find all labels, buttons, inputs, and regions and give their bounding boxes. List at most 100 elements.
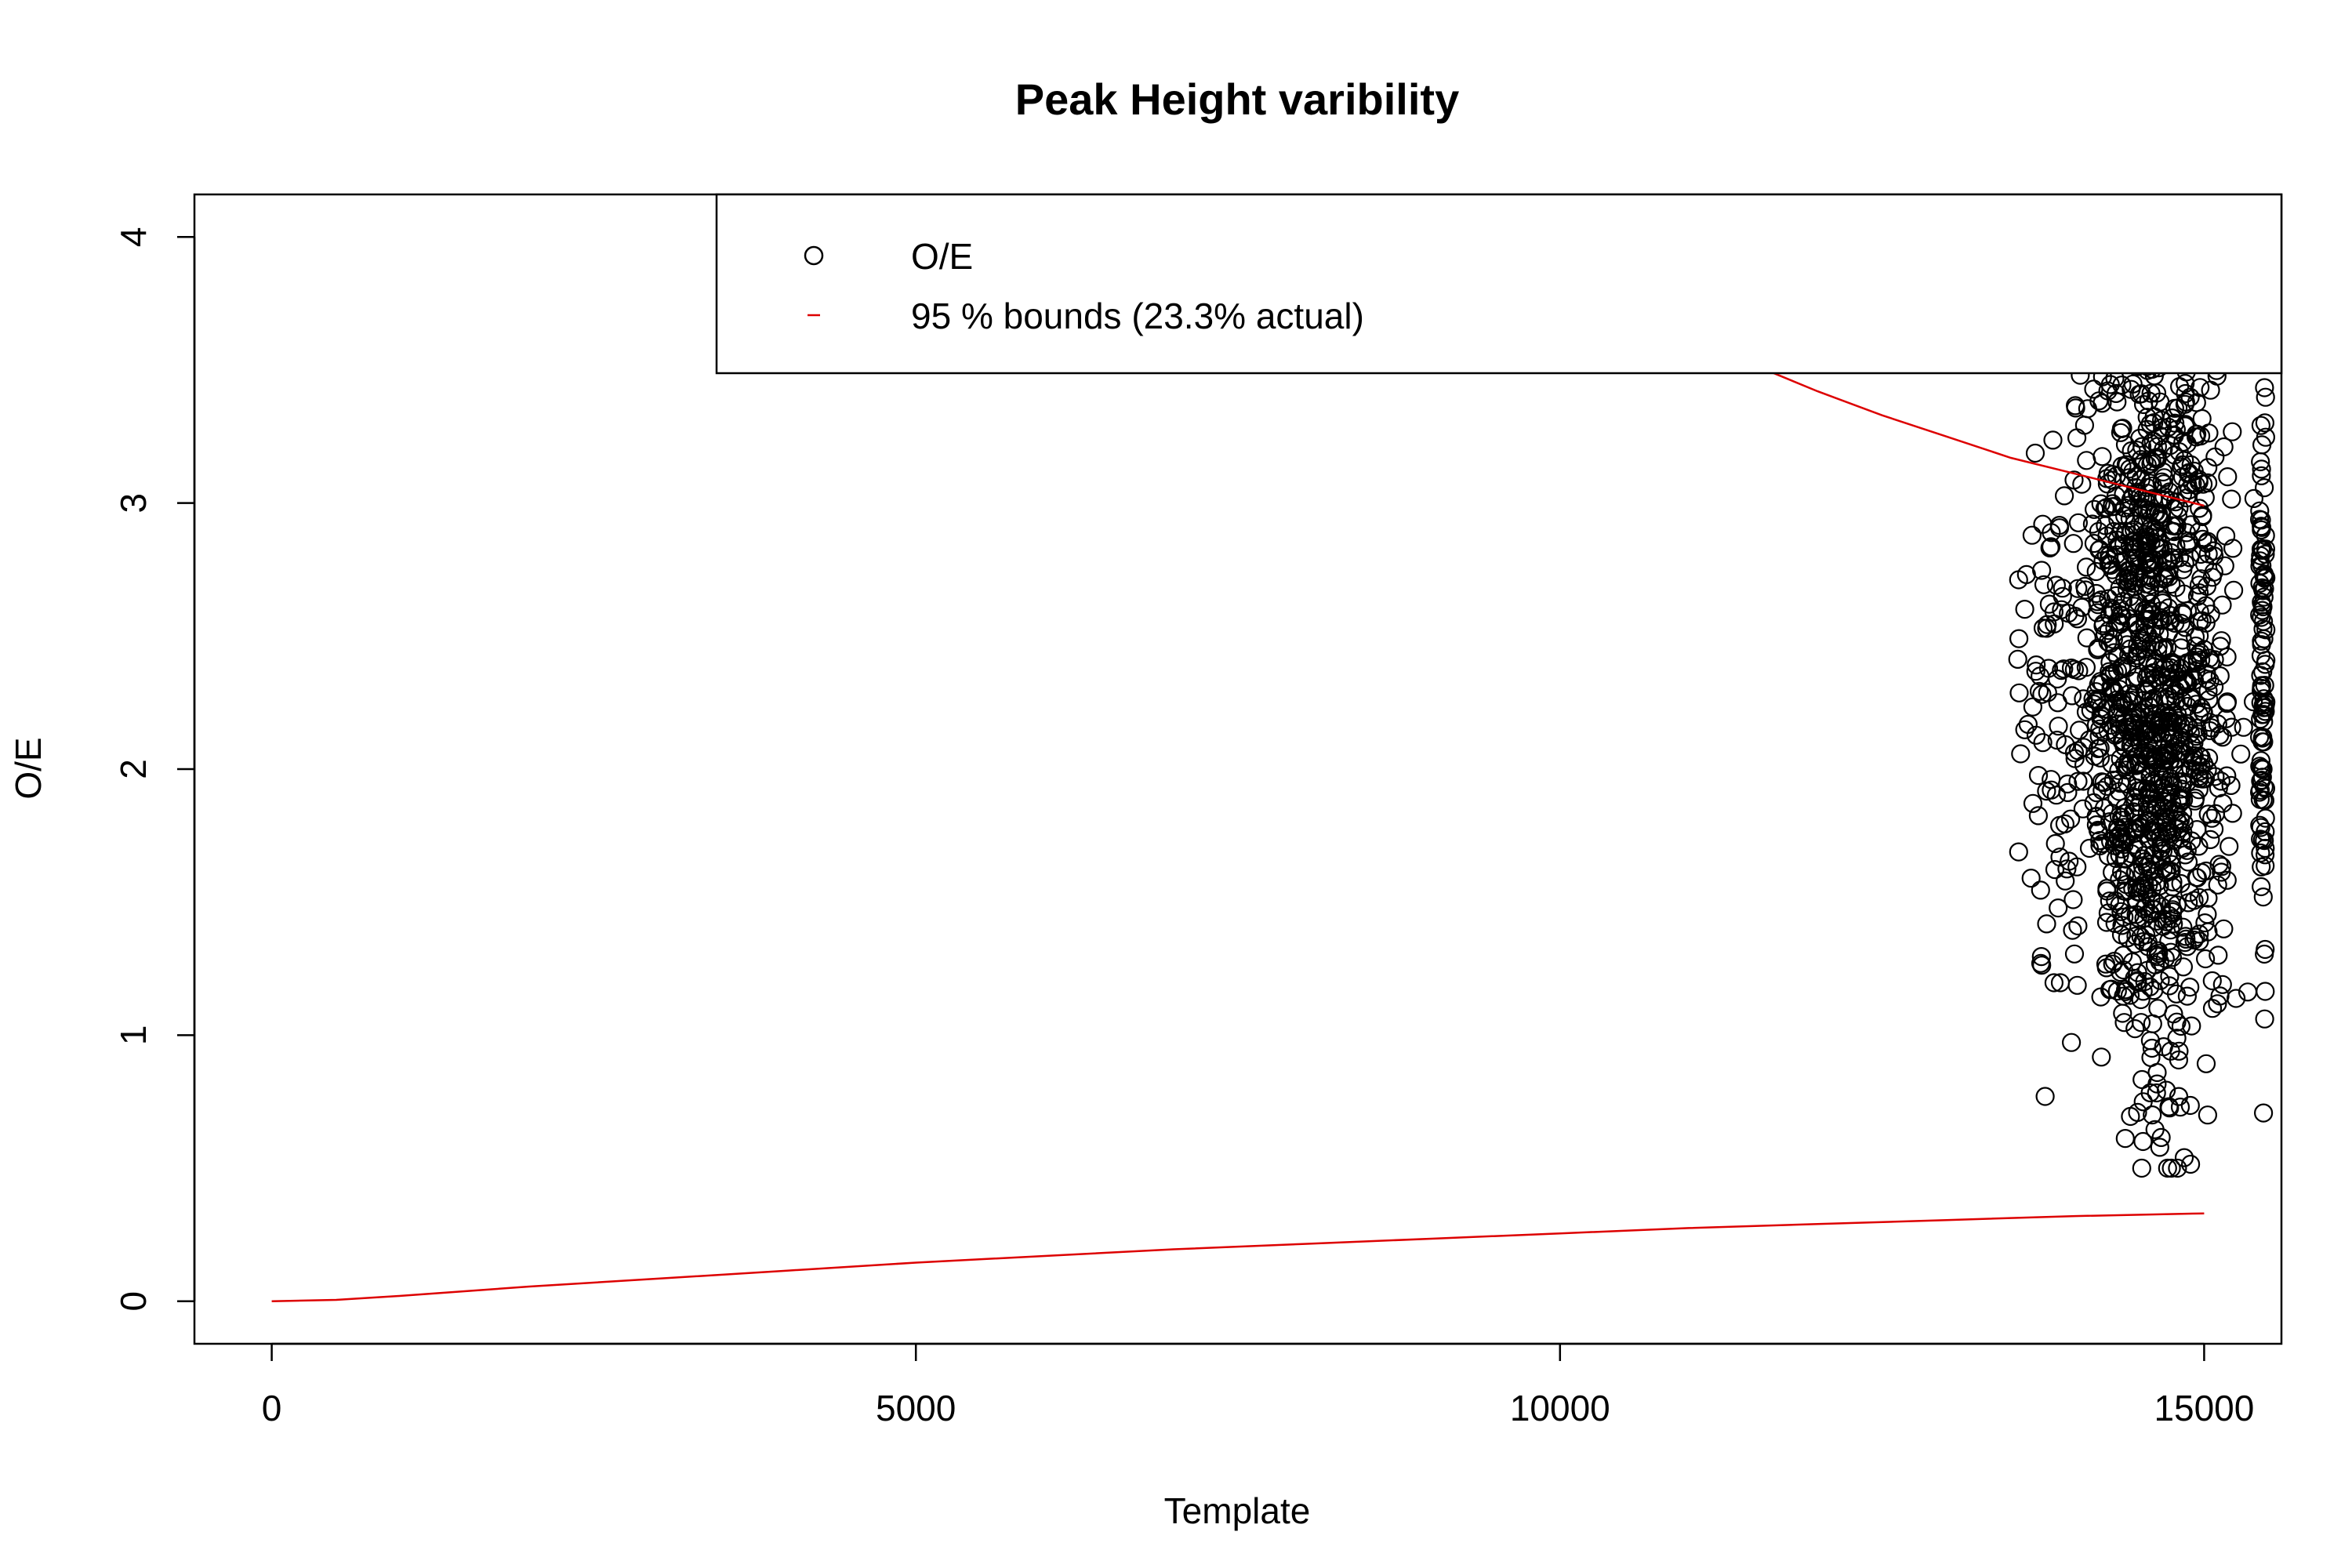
data-point [2091, 494, 2111, 514]
data-point [2147, 799, 2167, 818]
data-point [2037, 914, 2056, 934]
data-point [2107, 612, 2127, 631]
data-point [2254, 629, 2274, 649]
data-point [2252, 608, 2271, 627]
data-point [2068, 916, 2088, 936]
data-point [2127, 441, 2147, 460]
data-point [2122, 522, 2141, 542]
data-point [2162, 408, 2182, 428]
data-point [2092, 673, 2112, 693]
data-point [2122, 379, 2141, 399]
data-point [2015, 599, 2034, 619]
data-point [2103, 630, 2123, 649]
data-point [2032, 561, 2052, 580]
data-point [2076, 658, 2096, 677]
data-point [2252, 517, 2271, 536]
data-point [2042, 770, 2061, 789]
data-point [2185, 627, 2205, 647]
chart-title: Peak Height varibility [1015, 74, 1459, 124]
data-point [2145, 657, 2165, 677]
data-point [2141, 593, 2161, 614]
data-point [2157, 912, 2176, 931]
data-point [2161, 920, 2180, 940]
scatter-points [2008, 194, 2276, 1178]
data-point [2055, 814, 2074, 834]
data-point [2222, 489, 2241, 509]
data-point [2063, 920, 2082, 940]
data-point [2151, 827, 2170, 847]
data-point [2064, 659, 2084, 680]
data-point [2204, 541, 2223, 561]
data-point [2185, 760, 2205, 780]
data-point [2050, 848, 2070, 867]
data-point [2144, 551, 2164, 571]
data-point [2056, 735, 2075, 755]
data-point [2132, 631, 2151, 651]
data-point [2115, 1128, 2135, 1149]
legend-label-bounds: 95 % bounds (23.3% actual) [911, 296, 1364, 336]
data-point [2107, 789, 2127, 809]
data-point [2141, 746, 2161, 765]
data-point [2252, 578, 2272, 597]
data-point [2209, 855, 2229, 874]
data-point [2223, 804, 2242, 823]
data-point [2198, 760, 2217, 780]
data-point [2255, 378, 2274, 397]
data-point [2205, 447, 2225, 467]
data-point [2151, 1127, 2171, 1148]
data-point [2140, 665, 2160, 685]
data-point [2160, 482, 2180, 502]
data-point [2120, 906, 2140, 925]
data-point [2146, 945, 2165, 964]
data-point [2117, 875, 2136, 895]
data-point [2147, 872, 2167, 891]
data-point [2173, 838, 2193, 858]
data-point [2161, 942, 2180, 962]
data-point [2254, 689, 2274, 709]
data-point [2253, 759, 2273, 779]
data-point [2092, 394, 2112, 413]
data-point [2201, 829, 2220, 850]
data-point [2148, 636, 2168, 656]
data-point [2186, 636, 2205, 656]
data-point [2044, 973, 2063, 993]
data-point [2252, 728, 2272, 748]
data-point [2254, 1103, 2274, 1123]
data-point [2060, 851, 2079, 871]
data-point [2062, 1033, 2082, 1052]
data-point [2133, 1131, 2153, 1152]
data-point [2252, 877, 2271, 897]
data-point [2253, 790, 2273, 810]
data-point [2255, 413, 2274, 433]
data-point [2215, 556, 2234, 575]
data-point [2172, 728, 2191, 747]
data-point [2147, 383, 2167, 403]
y-tick-label: 1 [113, 1025, 154, 1046]
data-point [2049, 898, 2068, 918]
data-point [2255, 1009, 2274, 1029]
data-point [2153, 841, 2173, 861]
data-point [2108, 828, 2128, 848]
data-point [2251, 710, 2270, 729]
data-point [2035, 1087, 2055, 1106]
data-point [2167, 1029, 2187, 1048]
data-point [2231, 744, 2251, 764]
data-point [2053, 586, 2072, 606]
data-point [2214, 919, 2234, 938]
data-point [2167, 1012, 2187, 1032]
data-point [2127, 972, 2147, 992]
data-point [2110, 680, 2129, 699]
data-point [2028, 765, 2049, 786]
data-point [2180, 480, 2199, 500]
data-point [2026, 662, 2045, 681]
data-point [2256, 982, 2275, 1001]
data-point [2133, 862, 2153, 883]
data-point [2184, 930, 2204, 950]
data-point [2070, 720, 2089, 740]
data-point [2212, 728, 2233, 747]
data-point [2250, 605, 2270, 625]
data-point [2092, 1047, 2111, 1067]
data-point [2161, 861, 2181, 881]
data-point [2086, 583, 2106, 604]
data-point [2031, 880, 2050, 900]
